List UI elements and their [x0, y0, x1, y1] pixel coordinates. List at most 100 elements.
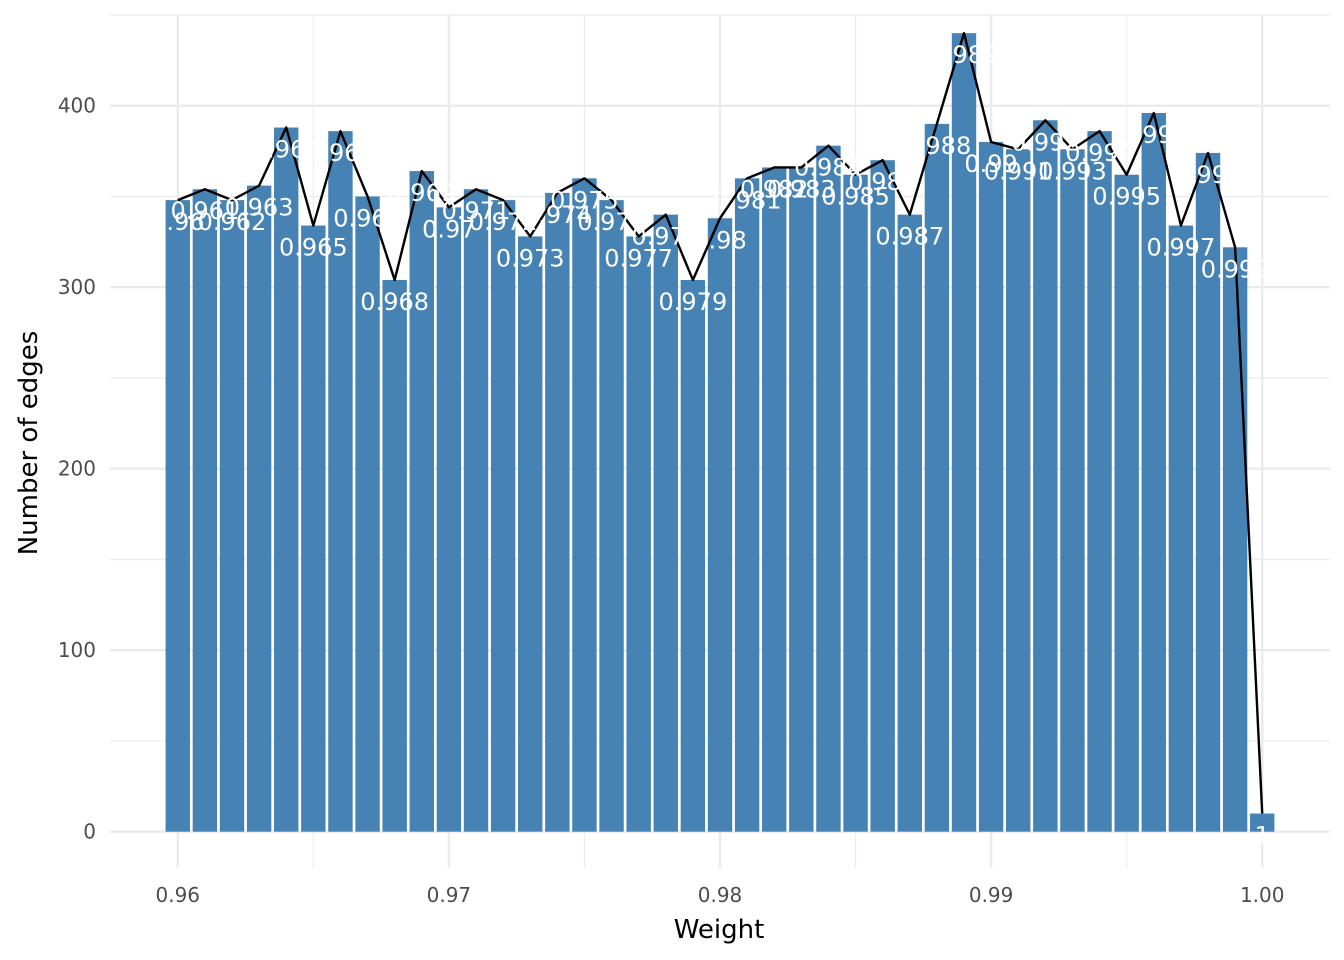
bar-value-label: 0.979 [659, 288, 728, 316]
bar-value-label: 0.994 [1065, 139, 1134, 167]
bar [816, 145, 841, 832]
bar [1141, 113, 1166, 832]
bar [1060, 149, 1085, 832]
bar [1222, 247, 1248, 832]
bar-value-label: 0.985 [821, 183, 890, 211]
bar-value-label: 0.978 [631, 223, 700, 251]
bar [762, 167, 787, 832]
bar-value-label: 0.98 [693, 226, 746, 254]
bar [1250, 813, 1275, 832]
bar [545, 192, 570, 832]
bar-value-label: 0.998 [1174, 161, 1243, 189]
bar [789, 167, 814, 832]
bar [246, 185, 272, 832]
bar-value-label: 0.969 [387, 179, 456, 207]
bar [219, 200, 245, 832]
bar-value-label: 0.961 [171, 197, 240, 225]
bar [978, 142, 1004, 832]
bar-value-label: 0.981 [713, 186, 782, 214]
bar [626, 236, 651, 832]
bar-value-label: 0.972 [469, 208, 538, 236]
x-tick-label: 1.00 [1240, 883, 1285, 907]
bar [463, 189, 489, 832]
bar-value-label: 0.967 [333, 204, 402, 232]
x-tick-label: 0.96 [156, 883, 201, 907]
bar-value-label: 0.982 [740, 175, 809, 203]
bar-value-label: 0.987 [875, 223, 944, 251]
bar [436, 207, 462, 832]
y-tick-label: 400 [58, 94, 96, 118]
bar [301, 225, 326, 832]
bar [1087, 131, 1112, 832]
bar-value-label: 0.991 [984, 157, 1053, 185]
bar [382, 279, 407, 832]
x-axis-title: Weight [674, 915, 765, 945]
bar [653, 214, 678, 832]
bar [1033, 120, 1058, 832]
y-tick-label: 100 [58, 638, 96, 662]
bar-value-label: 1 [1255, 822, 1270, 850]
bar [924, 123, 950, 832]
bar-value-label: 0.974 [523, 201, 592, 229]
bar-value-label: 0.992 [1011, 128, 1080, 156]
bar-value-label: 0.986 [848, 168, 917, 196]
bar [707, 218, 733, 832]
bar [843, 174, 868, 832]
bar-value-label: 0.96 [151, 208, 204, 236]
bar-value-label: 0.971 [442, 197, 511, 225]
bar [1114, 174, 1139, 832]
bar [518, 236, 543, 832]
bar [951, 33, 977, 832]
bar-value-label: 0.996 [1119, 121, 1188, 149]
x-tick-label: 0.99 [969, 883, 1014, 907]
bar-value-label: 0.973 [496, 244, 565, 272]
bar [355, 196, 380, 832]
bar [1006, 149, 1031, 832]
bar-value-label: 0.993 [1038, 157, 1107, 185]
y-tick-label: 0 [83, 820, 96, 844]
bar-value-label: 0.983 [767, 175, 836, 203]
bar-value-label: 0.99 [964, 150, 1017, 178]
x-tick-label: 0.98 [698, 883, 743, 907]
trend-line-group [177, 31, 1264, 814]
bar-value-label: 0.995 [1092, 183, 1161, 211]
bar [1168, 225, 1194, 832]
bar-value-label: 0.988 [903, 132, 972, 160]
bar-value-label: 0.984 [794, 154, 863, 182]
bar [870, 160, 895, 832]
bar [734, 178, 760, 832]
bar-value-label: 0.97 [422, 215, 475, 243]
bars [165, 33, 1275, 832]
x-axis-ticks: 0.96 0.97 0.98 0.99 1.00 [156, 883, 1285, 907]
bar [409, 171, 434, 832]
bar [192, 189, 218, 832]
bar [328, 131, 353, 832]
bar-value-label: 0.989 [930, 41, 999, 69]
y-tick-label: 200 [58, 457, 96, 481]
bar-value-label: 0.968 [360, 288, 429, 316]
bar-value-label: 0.962 [198, 208, 267, 236]
bar [490, 200, 516, 832]
bar [1195, 152, 1221, 832]
bar-value-label: 0.966 [306, 139, 375, 167]
bar-value-label: 0.997 [1147, 234, 1216, 262]
bar [599, 200, 624, 832]
bar-value-label: 0.976 [577, 208, 646, 236]
bar-value-label: 0.975 [550, 186, 619, 214]
bar-value-label: 0.963 [225, 194, 294, 222]
bar [274, 127, 299, 832]
bar-value-label: 0.977 [604, 244, 673, 272]
trend-line [177, 31, 1264, 814]
y-axis-ticks: 0 100 200 300 400 [58, 94, 96, 844]
bar-value-label: 0.999 [1201, 255, 1270, 283]
bar-value-label: 0.965 [279, 234, 348, 262]
bar [897, 214, 922, 832]
x-tick-label: 0.97 [427, 883, 472, 907]
y-axis-title: Number of edges [14, 331, 44, 556]
y-tick-label: 300 [58, 275, 96, 299]
bar [572, 178, 597, 832]
bar [165, 200, 190, 832]
bar-value-label: 0.964 [252, 136, 321, 164]
bar [680, 279, 706, 832]
